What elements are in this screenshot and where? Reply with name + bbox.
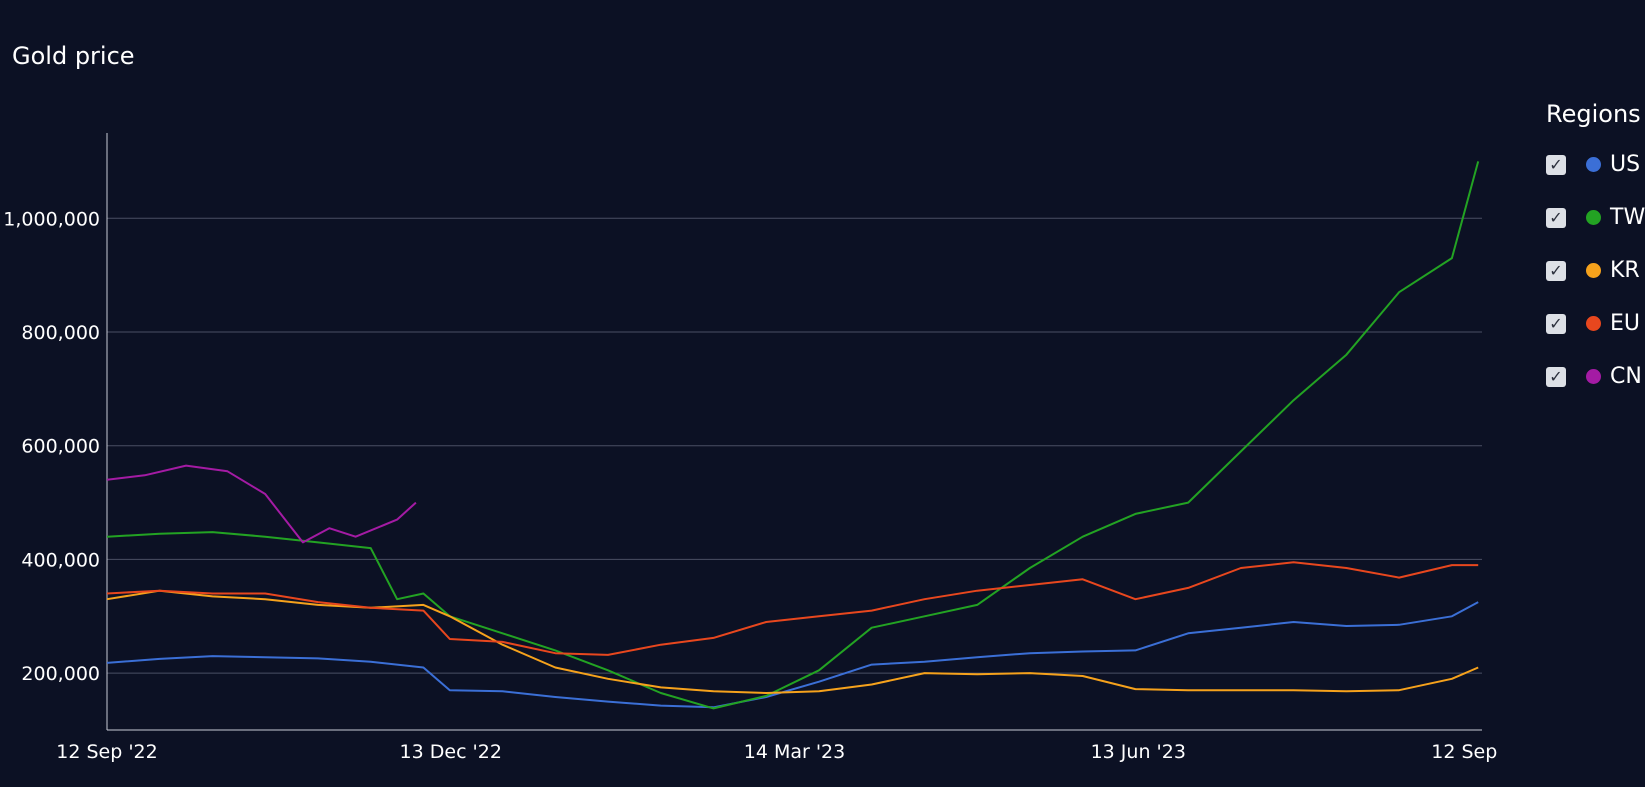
chart-svg: 200,000 400,000 600,000 800,000 1,000,000 12 … xyxy=(3,133,1500,763)
checkmark-icon: ✓ xyxy=(1549,154,1563,174)
legend-dot-icon xyxy=(1586,210,1601,225)
checkmark-icon: ✓ xyxy=(1549,366,1563,386)
checkmark-icon: ✓ xyxy=(1549,260,1563,280)
legend: Regions ✓ US ✓ TW ✓ KR ✓ EU ✓ CN xyxy=(1546,100,1645,403)
legend-item-cn[interactable]: ✓ CN xyxy=(1546,350,1645,403)
legend-label: EU xyxy=(1610,311,1641,336)
legend-dot-icon xyxy=(1586,157,1601,172)
checkmark-icon: ✓ xyxy=(1549,207,1563,227)
checkbox-icon[interactable]: ✓ xyxy=(1546,313,1566,334)
y-tick-label: 600,000 xyxy=(21,436,100,458)
checkbox-icon[interactable]: ✓ xyxy=(1546,154,1566,175)
legend-item-us[interactable]: ✓ US xyxy=(1546,138,1645,191)
series-layer xyxy=(106,161,1480,710)
y-tick-label: 800,000 xyxy=(21,322,100,344)
x-tick-label: 12 Sep '22 xyxy=(56,741,157,763)
x-tick-label: 12 Sep '23 xyxy=(1431,741,1500,763)
axis-layer xyxy=(106,133,1482,731)
legend-title: Regions xyxy=(1546,100,1641,128)
checkbox-icon[interactable]: ✓ xyxy=(1546,260,1566,281)
y-tick-label: 1,000,000 xyxy=(3,208,100,230)
checkbox-icon[interactable]: ✓ xyxy=(1546,366,1566,387)
series-line-cn[interactable] xyxy=(106,464,417,544)
checkmark-icon: ✓ xyxy=(1549,313,1563,333)
series-line-us[interactable] xyxy=(106,601,1479,709)
legend-item-eu[interactable]: ✓ EU xyxy=(1546,297,1645,350)
legend-dot-icon xyxy=(1586,369,1601,384)
series-line-tw[interactable] xyxy=(106,161,1480,710)
chart-title: Gold price xyxy=(12,42,135,70)
y-tick-label: 200,000 xyxy=(21,663,100,685)
legend-dot-icon xyxy=(1586,316,1601,331)
series-line-eu[interactable] xyxy=(106,561,1479,656)
checkbox-icon[interactable]: ✓ xyxy=(1546,207,1566,228)
legend-label: TW xyxy=(1610,205,1645,230)
tick-layer: 200,000 400,000 600,000 800,000 1,000,000 12 … xyxy=(3,208,1500,763)
legend-dot-icon xyxy=(1586,263,1601,278)
legend-item-tw[interactable]: ✓ TW xyxy=(1546,191,1645,244)
legend-label: CN xyxy=(1610,364,1642,389)
x-tick-label: 13 Jun '23 xyxy=(1091,741,1186,763)
legend-label: KR xyxy=(1610,258,1640,283)
x-tick-label: 13 Dec '22 xyxy=(400,741,502,763)
x-tick-label: 14 Mar '23 xyxy=(744,741,846,763)
y-tick-label: 400,000 xyxy=(21,549,100,571)
grid-layer xyxy=(107,217,1482,674)
legend-item-kr[interactable]: ✓ KR xyxy=(1546,244,1645,297)
legend-items: ✓ US ✓ TW ✓ KR ✓ EU ✓ CN xyxy=(1546,138,1645,403)
legend-label: US xyxy=(1610,152,1641,177)
series-line-kr[interactable] xyxy=(106,589,1479,694)
